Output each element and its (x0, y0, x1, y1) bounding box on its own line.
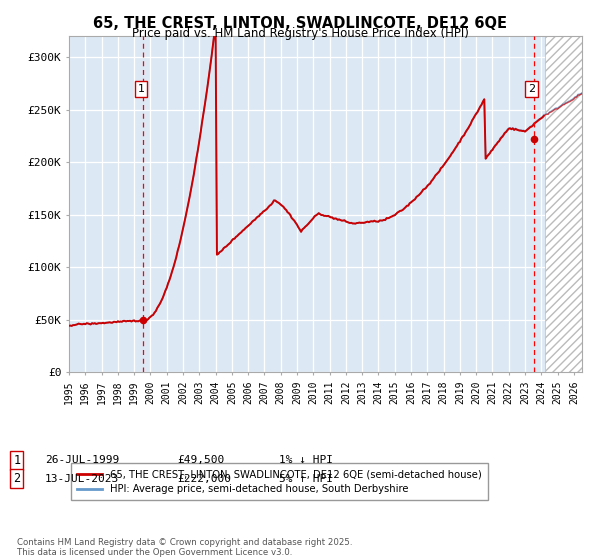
Text: 1% ↓ HPI: 1% ↓ HPI (279, 455, 333, 465)
Text: £49,500: £49,500 (177, 455, 224, 465)
Text: 65, THE CREST, LINTON, SWADLINCOTE, DE12 6QE: 65, THE CREST, LINTON, SWADLINCOTE, DE12… (93, 16, 507, 31)
Text: £222,000: £222,000 (177, 474, 231, 484)
Text: 1: 1 (137, 84, 145, 94)
Text: 5% ↑ HPI: 5% ↑ HPI (279, 474, 333, 484)
Text: 26-JUL-1999: 26-JUL-1999 (45, 455, 119, 465)
Text: Contains HM Land Registry data © Crown copyright and database right 2025.
This d: Contains HM Land Registry data © Crown c… (17, 538, 352, 557)
Text: 1: 1 (13, 454, 20, 467)
Text: 2: 2 (13, 472, 20, 486)
Legend: 65, THE CREST, LINTON, SWADLINCOTE, DE12 6QE (semi-detached house), HPI: Average: 65, THE CREST, LINTON, SWADLINCOTE, DE12… (71, 463, 488, 500)
Text: 13-JUL-2023: 13-JUL-2023 (45, 474, 119, 484)
Text: 2: 2 (528, 84, 535, 94)
Bar (545, 36, 582, 372)
Text: Price paid vs. HM Land Registry's House Price Index (HPI): Price paid vs. HM Land Registry's House … (131, 27, 469, 40)
